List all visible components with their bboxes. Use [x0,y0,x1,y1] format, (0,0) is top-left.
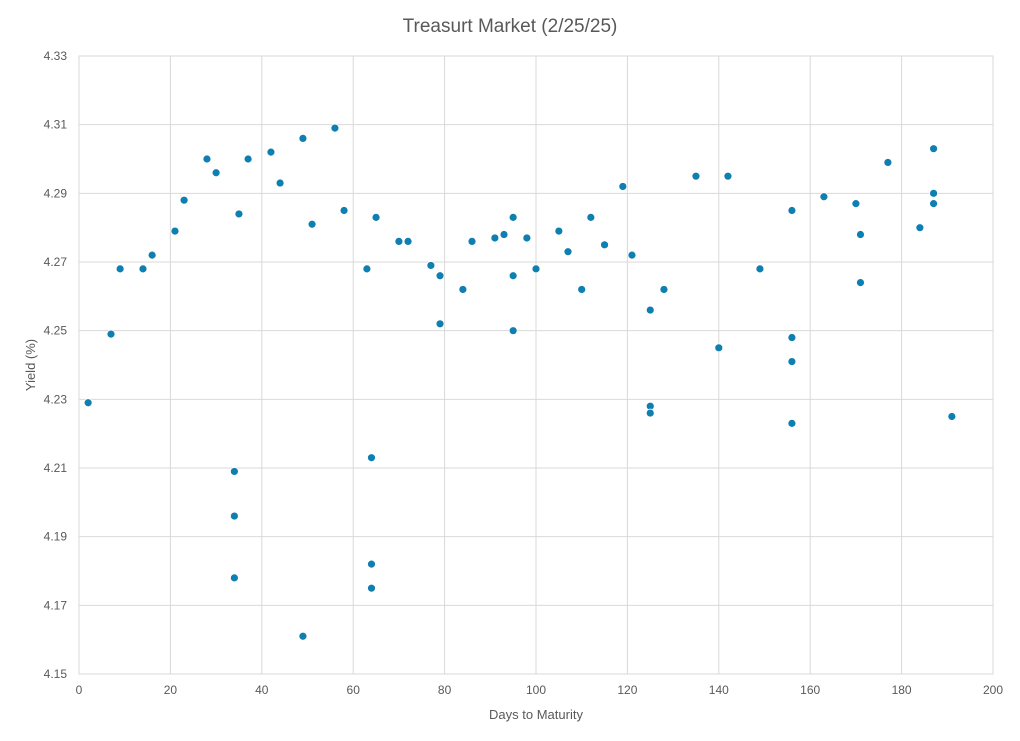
data-point [147,250,157,260]
chart-title: Treasurt Market (2/25/25) [403,16,618,37]
data-point [508,326,518,336]
data-point [367,453,376,463]
data-point [915,223,925,233]
data-point [787,418,797,428]
data-point [522,233,532,243]
data-point [929,188,938,198]
data-point [229,467,239,476]
data-point [577,285,587,294]
x-tick-label: 140 [709,683,729,697]
data-point [138,264,148,274]
y-axis-ticks: 4.15 4.17 4.19 4.21 4.23 4.25 4.27 4.29 4.31 4.33 [44,49,68,681]
data-point [856,278,865,288]
data-point [106,329,116,339]
x-tick-label: 100 [526,683,546,697]
data-points [83,123,957,641]
y-tick-label: 4.17 [44,598,68,612]
data-point [298,631,308,641]
data-point [115,264,125,274]
data-point [371,212,381,222]
x-tick-label: 40 [255,683,269,697]
x-tick-label: 160 [800,683,820,697]
data-point [330,123,340,133]
x-tick-label: 20 [164,683,178,697]
data-point [298,133,308,143]
data-point [403,236,413,246]
x-tick-label: 0 [76,683,83,697]
y-tick-label: 4.27 [44,255,68,269]
data-point [266,147,276,157]
data-point [508,271,518,281]
data-point [856,230,865,239]
data-point [339,206,349,215]
y-tick-label: 4.29 [44,186,68,200]
data-point [394,236,404,246]
y-tick-label: 4.23 [44,392,68,406]
data-point [883,158,893,167]
data-point [563,247,573,257]
data-point [787,357,797,366]
x-tick-label: 180 [892,683,912,697]
data-point [645,305,655,315]
y-tick-label: 4.19 [44,530,68,544]
x-tick-label: 80 [438,683,452,697]
x-axis-ticks: 0 20 40 60 80 100 120 140 160 180 200 [76,683,1004,697]
x-axis-label: Days to Maturity [489,707,583,722]
data-point [367,583,376,593]
data-point [508,212,518,222]
data-point [691,171,701,181]
data-point [755,264,765,274]
data-point [714,343,724,353]
y-tick-label: 4.15 [44,667,68,681]
y-tick-label: 4.25 [44,324,68,338]
data-point [787,206,797,215]
data-point [83,398,93,408]
y-tick-label: 4.31 [44,118,68,132]
data-point [435,319,445,329]
data-point [618,182,628,191]
gridlines [78,55,994,675]
data-point [170,226,180,236]
data-point [851,199,861,209]
y-tick-label: 4.21 [44,461,68,475]
data-point [929,199,938,209]
x-tick-label: 200 [983,683,1003,697]
data-point [499,230,509,239]
data-point [229,573,239,583]
data-point [600,240,609,250]
y-tick-label: 4.33 [44,49,68,63]
data-point [275,178,285,188]
data-point [554,226,564,236]
data-point [586,212,596,222]
data-point [234,209,244,219]
data-point [819,192,829,202]
data-point [645,408,655,418]
data-point [243,154,253,164]
data-point [426,261,436,270]
data-point [179,195,189,205]
data-point [202,154,212,164]
x-tick-label: 60 [347,683,361,697]
data-point [458,285,468,294]
data-point [627,250,637,260]
data-point [947,412,957,421]
x-tick-label: 120 [617,683,637,697]
data-point [307,219,317,229]
data-point [467,236,477,246]
data-point [723,171,733,181]
data-point [211,168,221,178]
data-point [362,264,372,274]
data-point [490,233,500,243]
data-point [787,333,797,342]
plot-area-frame [78,55,994,675]
data-point [659,285,669,294]
data-point [367,559,376,569]
data-point [929,144,938,154]
data-point [435,271,445,281]
data-point [531,264,541,274]
data-point [229,511,239,521]
y-axis-label: Yield (%) [23,339,38,391]
